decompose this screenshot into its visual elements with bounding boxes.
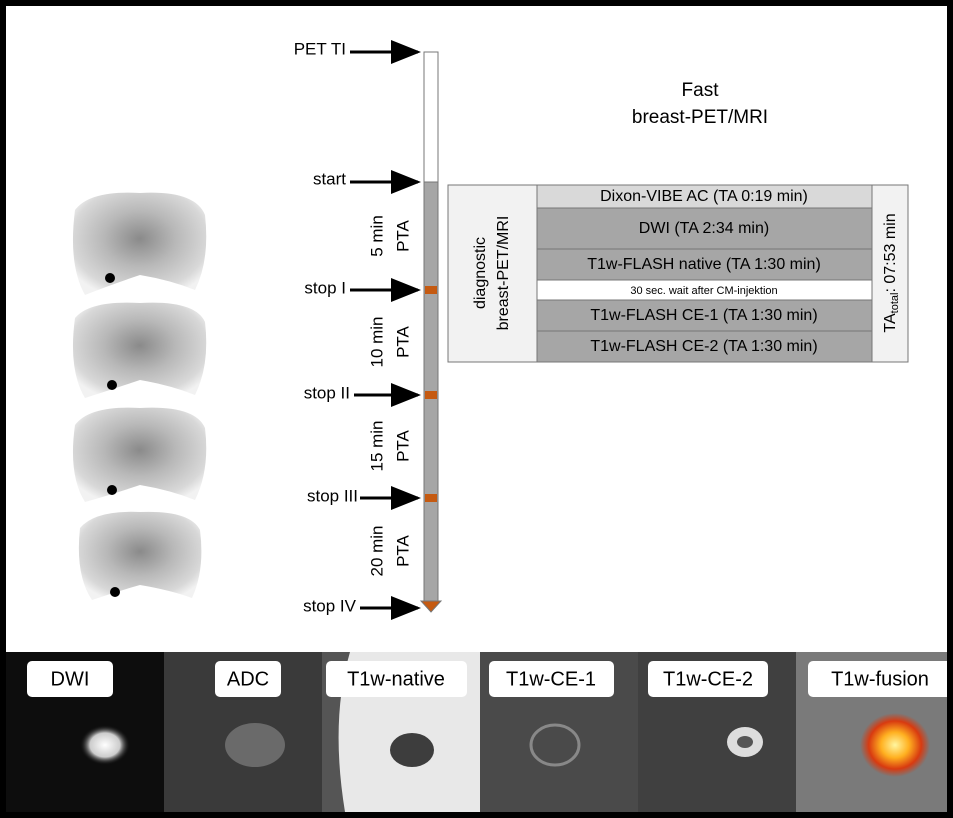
pet-images: [73, 193, 206, 600]
interval-label: PTA: [393, 429, 412, 461]
protocol-row: T1w-FLASH CE-2 (TA 1:30 min): [590, 338, 817, 355]
group-label: breast-PET/MRI: [495, 216, 512, 331]
interval-duration: 10 min: [367, 316, 386, 367]
marker-label: stop III: [307, 486, 358, 505]
figure: PET TI start stop I stop II stop III sto…: [0, 0, 953, 818]
protocol-table: [448, 185, 908, 362]
protocol-row: 30 sec. wait after CM-injektion: [630, 285, 777, 297]
marker-label: stop I: [304, 278, 346, 297]
image-label: T1w-fusion: [831, 668, 929, 690]
total-time: TAtotal: 07:53 min: [882, 213, 901, 332]
protocol-row: T1w-FLASH native (TA 1:30 min): [587, 256, 821, 273]
image-label: T1w-CE-2: [663, 668, 753, 690]
pet-image: [73, 193, 206, 295]
image-label: T1w-CE-1: [506, 668, 596, 690]
image-label: ADC: [227, 668, 269, 690]
protocol-row: T1w-FLASH CE-1 (TA 1:30 min): [590, 307, 817, 324]
interval-label: PTA: [393, 325, 412, 357]
mri-strip: [6, 652, 952, 812]
total-prefix: TA: [882, 313, 899, 333]
protocol-row: DWI (TA 2:34 min): [639, 220, 769, 237]
image-label: T1w-native: [347, 668, 445, 690]
marker-label: stop IV: [303, 596, 357, 615]
group-label: diagnostic: [472, 237, 489, 309]
timeline-bar: [421, 52, 441, 612]
marker-label: PET TI: [294, 39, 346, 58]
pet-image: [79, 512, 202, 600]
marker-label: start: [313, 169, 346, 188]
marker-label: stop II: [304, 383, 350, 402]
pet-image: [73, 303, 206, 398]
interval-label: PTA: [393, 534, 412, 566]
interval-label: PTA: [393, 219, 412, 251]
image-label: DWI: [51, 668, 90, 690]
interval-duration: 5 min: [367, 215, 386, 257]
protocol-row: Dixon-VIBE AC (TA 0:19 min): [600, 188, 808, 205]
interval-duration: 20 min: [367, 525, 386, 576]
pet-image: [73, 408, 206, 502]
title-line: breast-PET/MRI: [632, 107, 768, 128]
title-line: Fast: [682, 80, 720, 101]
total-suffix: : 07:53 min: [882, 213, 899, 292]
total-subscript: total: [889, 293, 901, 314]
interval-duration: 15 min: [367, 420, 386, 471]
